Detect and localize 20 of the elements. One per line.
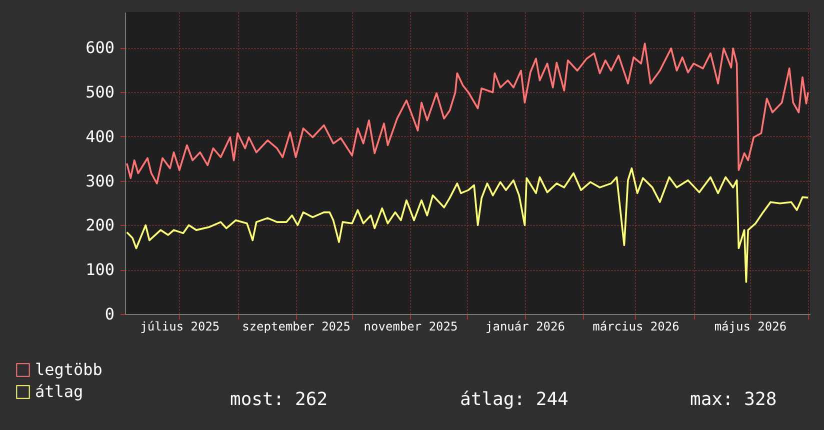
y-tick-label: 200 <box>86 216 114 235</box>
text: max: 328 <box>690 389 777 410</box>
legend-label: legtöbb <box>35 360 102 379</box>
x-tick-label: július 2025 <box>140 320 220 334</box>
x-tick-label: március 2026 <box>592 320 680 334</box>
x-tick-label: szeptember 2025 <box>242 320 350 334</box>
y-tick-label: 500 <box>86 82 114 102</box>
y-tick-label: 600 <box>86 38 114 58</box>
y-tick-label: 100 <box>86 260 114 280</box>
x-tick-label: május 2026 <box>714 320 787 334</box>
line-series <box>126 42 810 184</box>
x-tick-label: január 2026 <box>486 320 565 334</box>
y-tick-label: 400 <box>86 126 114 146</box>
line-series <box>126 167 810 283</box>
y-tick-label: 300 <box>86 171 114 190</box>
x-tick-label: november 2025 <box>364 320 458 334</box>
legend-label: átlag <box>35 382 84 401</box>
text: most: 262 <box>230 389 328 410</box>
y-tick-label: 0 <box>104 304 114 324</box>
text: átlag: 244 <box>460 389 568 410</box>
